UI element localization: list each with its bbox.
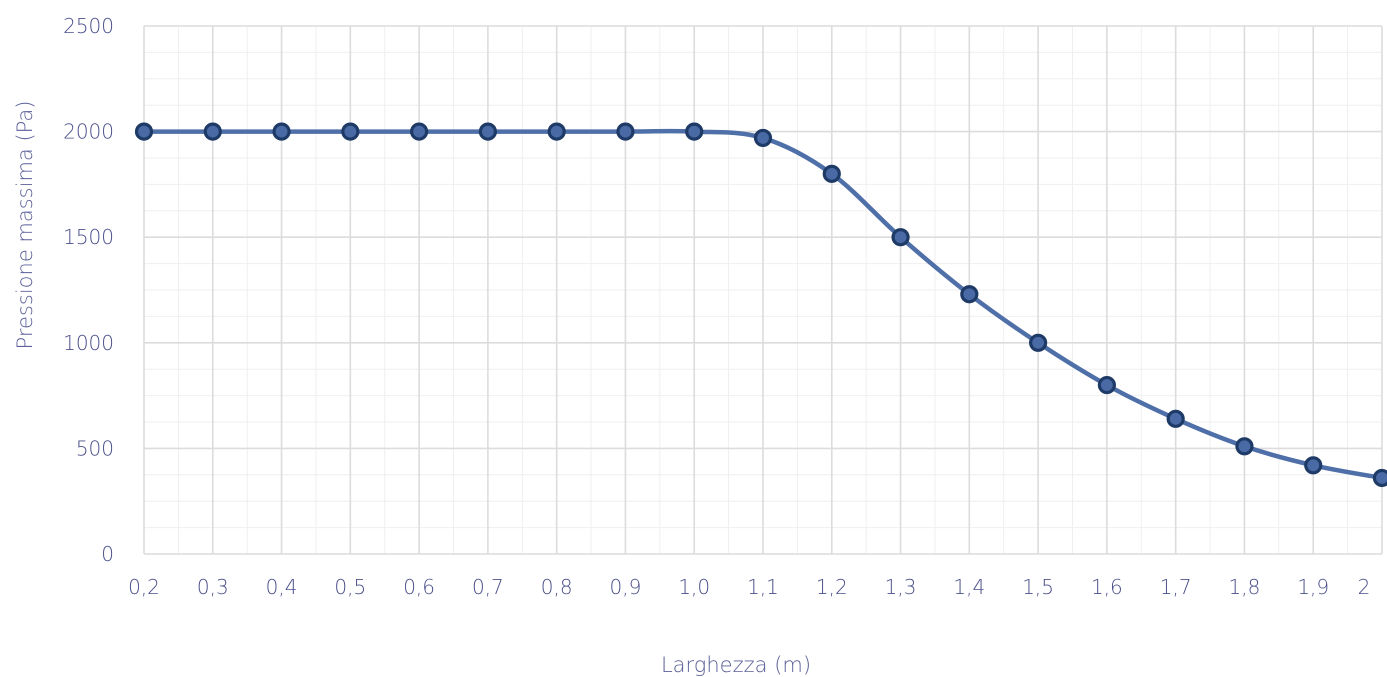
data-point: [1097, 375, 1116, 395]
data-point: [753, 128, 773, 148]
x-tick-label: 1,6: [1091, 575, 1123, 599]
data-point: [1304, 456, 1323, 475]
data-point: [272, 122, 291, 141]
data-point: [822, 164, 841, 183]
y-tick-label: 500: [76, 436, 114, 460]
data-point: [134, 122, 154, 141]
data-point: [891, 228, 910, 247]
x-tick-label: 1,8: [1229, 575, 1261, 599]
series-layer: [134, 122, 1387, 488]
x-tick-label: 1,3: [885, 575, 917, 599]
x-tick-label: 0,6: [403, 575, 435, 599]
x-tick-label: 1,9: [1297, 575, 1329, 599]
grid: [143, 25, 1383, 555]
data-point: [410, 122, 429, 141]
data-point: [616, 122, 635, 141]
y-tick-label: 0: [101, 542, 114, 566]
x-tick-label: 1,0: [678, 575, 710, 599]
data-point: [341, 122, 360, 141]
data-point: [547, 122, 566, 141]
y-tick-label: 1500: [63, 225, 114, 249]
data-point: [1029, 333, 1048, 352]
y-tick-label: 2500: [63, 14, 114, 38]
x-tick-label: 1,1: [747, 575, 779, 599]
x-tick-label: 0,9: [610, 575, 642, 599]
x-tick-label: 1,4: [953, 575, 985, 599]
x-axis-title: Larghezza (m): [661, 653, 811, 677]
data-point: [1166, 409, 1185, 428]
x-tick-label: 0,8: [541, 575, 573, 599]
data-point: [1372, 468, 1387, 488]
data-point: [685, 122, 704, 141]
x-tick-label: 1,2: [816, 575, 848, 599]
data-point: [1235, 437, 1254, 456]
x-tick-label: 2: [1358, 575, 1371, 599]
y-axis-ticks: 0 500 1000 1500 2000 2500: [63, 14, 114, 566]
x-tick-label: 0,5: [334, 575, 366, 599]
y-tick-label: 1000: [63, 331, 114, 355]
x-tick-label: 0,4: [266, 575, 298, 599]
y-axis-title: Pressione massima (Pa): [13, 101, 37, 350]
x-tick-label: 1,7: [1160, 575, 1192, 599]
x-tick-label: 0,7: [472, 575, 504, 599]
x-axis-ticks: 0,2 0,3 0,4 0,5 0,6 0,7 0,8 0,9 1,0 1,1 1,2 1,3 1,4 1…: [128, 575, 1370, 599]
data-point: [960, 285, 979, 304]
y-tick-label: 2000: [63, 120, 114, 144]
data-point: [203, 122, 222, 141]
x-tick-label: 0,3: [197, 575, 229, 599]
x-tick-label: 0,2: [128, 575, 160, 599]
x-tick-label: 1,5: [1022, 575, 1054, 599]
data-point: [478, 122, 497, 141]
